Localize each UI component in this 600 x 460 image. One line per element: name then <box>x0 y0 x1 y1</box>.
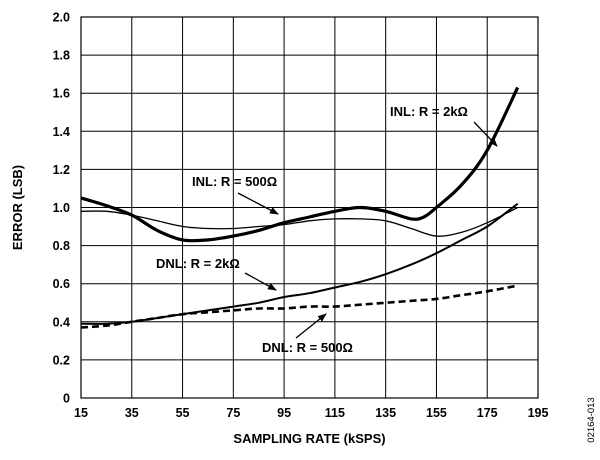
annotation-inl-2k: INL: R = 2kΩ <box>390 104 468 119</box>
x-tick-label: 55 <box>176 406 190 420</box>
leader-inl-2k <box>473 121 498 147</box>
y-tick-labels: 0 0.2 0.4 0.6 0.8 1.0 1.2 1.4 1.6 1.8 2.0 <box>53 11 70 406</box>
y-tick-label: 1.4 <box>53 125 70 139</box>
series-inl-2k <box>80 86 520 243</box>
x-tick-labels: 15 35 55 75 95 115 135 155 175 195 <box>74 406 548 420</box>
y-tick-label: 0.2 <box>53 353 70 367</box>
y-tick-label: 2.0 <box>53 11 70 25</box>
y-tick-label: 1.6 <box>53 87 70 101</box>
y-tick-label: 1.2 <box>53 163 70 177</box>
series-inl-500 <box>80 206 518 237</box>
series-group <box>80 86 520 329</box>
x-tick-label: 135 <box>375 406 396 420</box>
annotation-dnl-500: DNL: R = 500Ω <box>262 340 353 355</box>
leader-dnl-2k <box>244 272 277 291</box>
x-tick-label: 115 <box>325 406 345 420</box>
x-tick-label: 95 <box>277 406 291 420</box>
leader-dnl-500 <box>295 313 327 339</box>
figure-id: 02164-013 <box>586 397 597 442</box>
y-tick-label: 1.8 <box>53 49 70 63</box>
annotation-inl-500: INL: R = 500Ω <box>192 174 277 189</box>
annotation-leaders <box>237 121 498 339</box>
x-tick-label: 35 <box>125 406 139 420</box>
y-tick-label: 1.0 <box>53 201 70 215</box>
x-tick-label: 155 <box>426 406 447 420</box>
x-axis-title: SAMPLING RATE (kSPS) <box>233 431 385 446</box>
series-dnl-2k <box>80 202 519 325</box>
y-axis-title: ERROR (LSB) <box>10 165 25 250</box>
y-tick-label: 0.8 <box>53 239 70 253</box>
y-tick-label: 0 <box>63 392 70 406</box>
series-dnl-500 <box>80 284 518 329</box>
x-tick-label: 75 <box>226 406 240 420</box>
x-tick-label: 175 <box>477 406 498 420</box>
leader-inl-500 <box>237 192 279 215</box>
annotation-dnl-2k: DNL: R = 2kΩ <box>156 256 240 271</box>
y-tick-label: 0.4 <box>53 315 70 329</box>
x-tick-label: 15 <box>74 406 88 420</box>
plot-frame <box>80 16 539 399</box>
y-tick-label: 0.6 <box>53 277 70 291</box>
x-tick-label: 195 <box>528 406 549 420</box>
